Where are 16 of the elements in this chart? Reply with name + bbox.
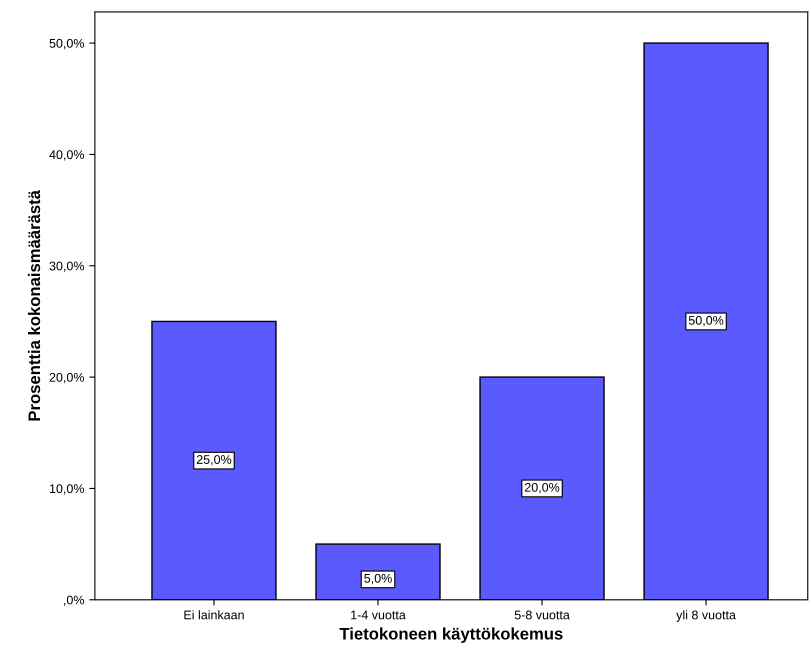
y-tick-label: 30,0% [50,262,84,272]
y-tick-label: 10,0% [50,484,84,495]
data-label: 50,0% [688,316,724,326]
y-tick-label: 40,0% [49,150,84,161]
data-label: 25,0% [196,455,232,466]
x-tick-label: 5-8 vuotta [514,610,570,620]
y-tick-label: ,0% [64,596,84,606]
x-axis-title: Tietokoneen käyttökokemus [340,627,563,643]
y-axis-title: Prosenttia kokonaismäärästä [28,190,40,421]
y-tick-label: 20,0% [50,372,84,384]
data-label: 20,0% [524,482,560,494]
y-tick-label: 50,0% [50,38,84,50]
x-tick-label: Ei lainkaan [184,610,244,620]
x-tick-label: 1-4 vuotta [351,610,406,620]
x-tick-label: yli 8 vuotta [676,610,736,622]
data-label: 5,0% [364,574,392,584]
